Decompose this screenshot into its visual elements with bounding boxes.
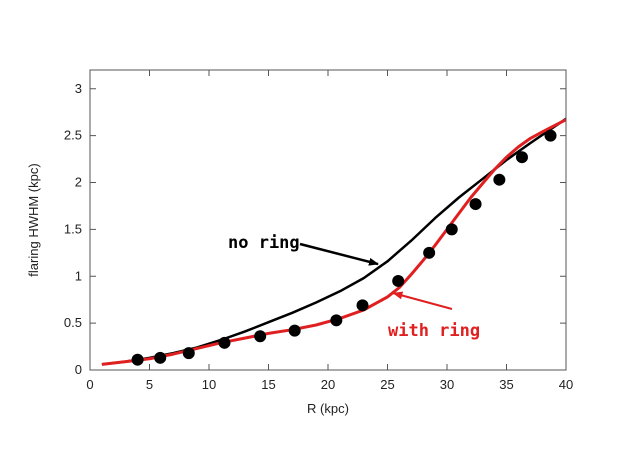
series-layer	[101, 117, 567, 366]
data-point	[254, 330, 267, 343]
data-point	[288, 324, 301, 337]
y-tick-label: 2.5	[64, 128, 82, 143]
y-tick-label: 1.5	[64, 221, 82, 236]
data-point	[392, 274, 405, 287]
data-point	[445, 223, 458, 236]
data-point	[131, 353, 144, 366]
x-tick-label: 25	[380, 377, 394, 392]
y-tick-label: 0.5	[64, 315, 82, 330]
no-ring-arrow	[299, 242, 379, 266]
x-tick-label: 5	[146, 377, 153, 392]
data-point	[154, 351, 167, 364]
data-point	[330, 314, 343, 327]
data-point	[423, 246, 436, 259]
y-tick-label: 3	[75, 81, 82, 96]
data-point	[515, 151, 528, 164]
y-tick-label: 0	[75, 362, 82, 377]
data-point	[182, 347, 195, 360]
x-tick-label: 15	[261, 377, 275, 392]
y-tick-label: 2	[75, 175, 82, 190]
plot-frame	[89, 69, 567, 371]
x-tick-label: 0	[86, 377, 93, 392]
x-tick-label: 35	[499, 377, 513, 392]
data-point	[493, 173, 506, 186]
y-axis-label: flaring HWHM (kpc)	[26, 163, 41, 276]
data-point	[544, 129, 557, 142]
x-tick-label: 20	[321, 377, 335, 392]
y-tick-label: 1	[75, 268, 82, 283]
x-tick-label: 30	[440, 377, 454, 392]
no-ring-line	[101, 117, 567, 366]
with-ring-arrow	[392, 291, 453, 310]
x-axis-label: R (kpc)	[307, 401, 349, 416]
no-ring-annotation: no ring	[228, 233, 300, 253]
x-tick-label: 10	[202, 377, 216, 392]
x-tick-label: 40	[559, 377, 573, 392]
data-point	[469, 198, 482, 211]
data-point	[356, 299, 369, 312]
data-point	[218, 336, 231, 349]
points-layer	[131, 129, 557, 366]
with-ring-line	[101, 118, 567, 366]
ticks-layer: 0 5 10 15 20 25 30 35 40 0 0.5 1 1.5 2 2.5 3	[64, 70, 573, 392]
with-ring-annotation: with ring	[388, 321, 480, 341]
